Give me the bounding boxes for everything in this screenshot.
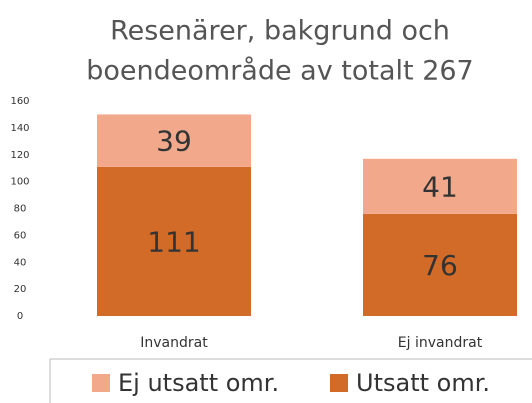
y-tick-label: 80 <box>14 204 27 215</box>
legend-label: Utsatt omr. <box>356 369 490 397</box>
bar-segment <box>363 158 517 214</box>
chart-title: boendeområde av totalt 267 <box>86 56 473 87</box>
legend-swatch <box>92 374 110 392</box>
x-tick-label: Invandrat <box>140 335 208 351</box>
y-tick-label: 20 <box>14 284 27 295</box>
y-tick-label: 160 <box>10 96 29 107</box>
y-tick-label: 60 <box>14 230 27 241</box>
data-label: 76 <box>422 249 458 282</box>
y-tick-label: 140 <box>10 123 29 134</box>
bar-segment <box>363 213 517 316</box>
data-label: 111 <box>147 225 200 258</box>
y-tick-label: 100 <box>10 177 29 188</box>
x-tick-label: Ej invandrat <box>398 335 483 351</box>
legend-swatch <box>330 374 348 392</box>
data-label: 39 <box>156 125 192 158</box>
data-label: 41 <box>422 170 458 203</box>
y-tick-label: 120 <box>10 150 29 161</box>
legend-label: Ej utsatt omr. <box>118 369 279 397</box>
bar-segment <box>97 114 251 167</box>
y-tick-label: 0 <box>17 311 23 322</box>
chart-title: Resenärer, bakgrund och <box>110 16 450 47</box>
y-tick-label: 40 <box>14 257 27 268</box>
bar-segment <box>97 166 251 316</box>
